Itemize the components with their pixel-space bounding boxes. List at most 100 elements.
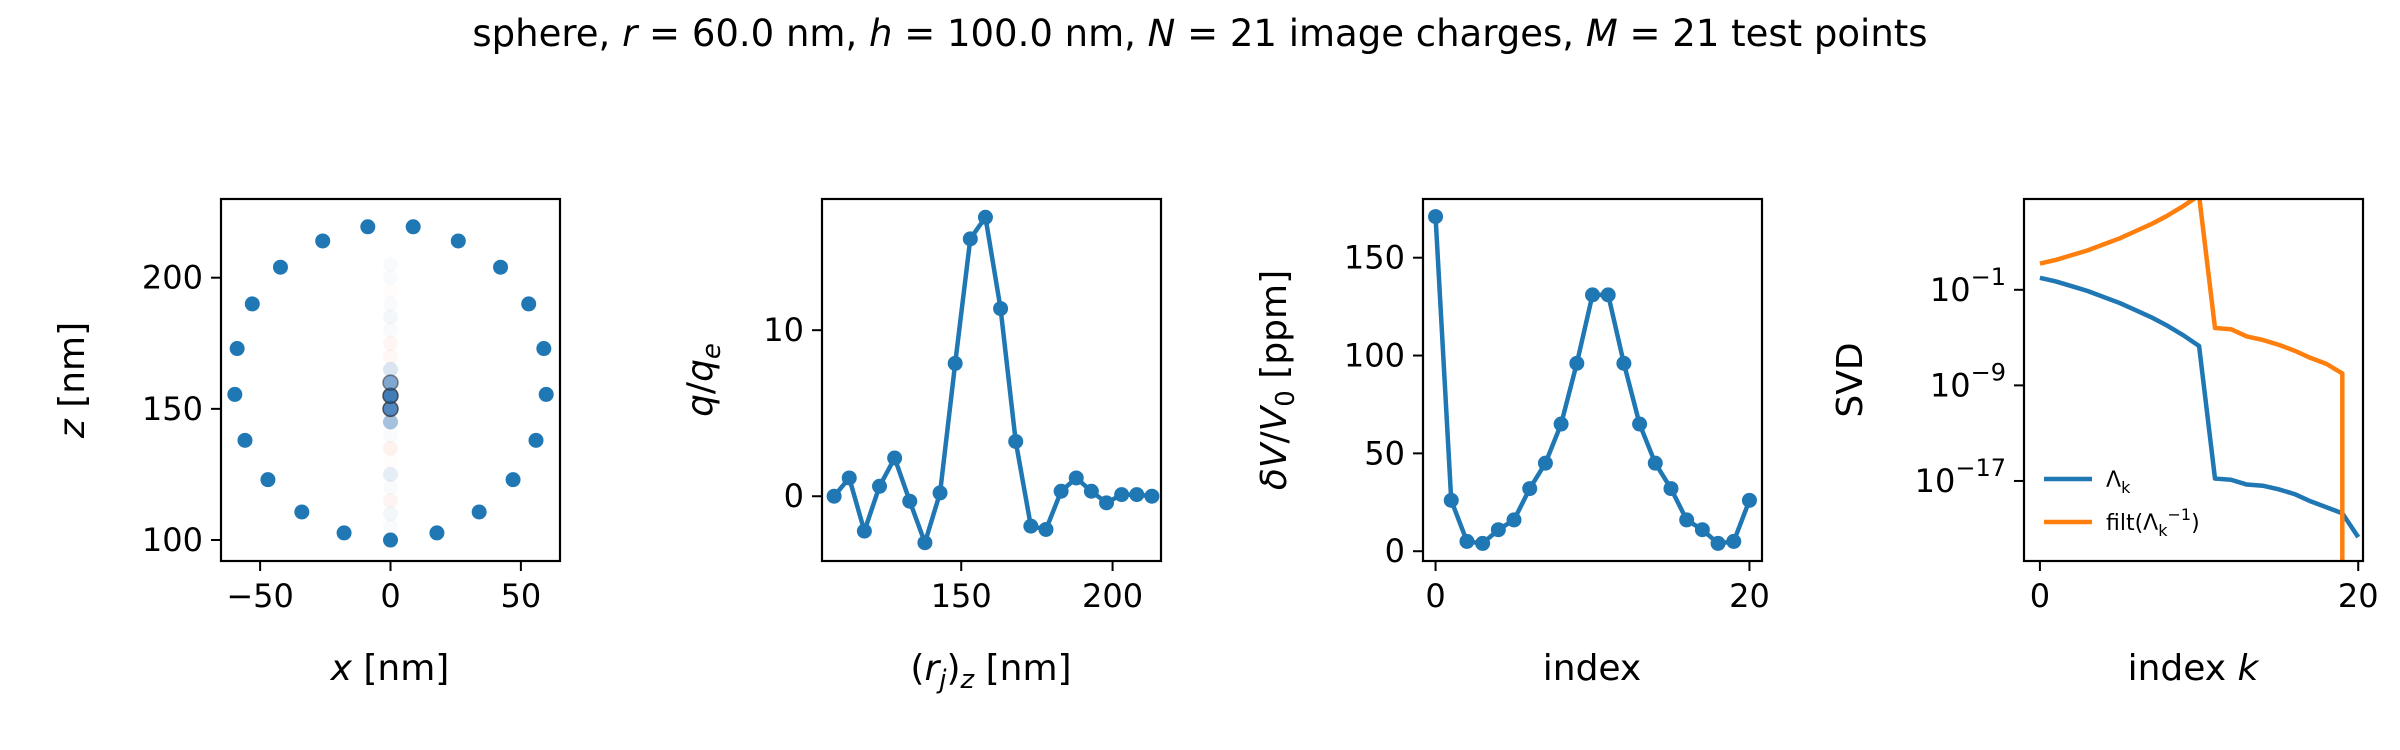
data-point bbox=[947, 355, 963, 371]
legend-label-filt: filt(Λk−1) bbox=[2106, 505, 2200, 540]
test-point bbox=[505, 472, 521, 488]
plot-frame bbox=[1421, 197, 1764, 563]
title-part: = 60.0 nm, bbox=[637, 12, 869, 55]
test-point bbox=[450, 233, 466, 249]
image-charge-point bbox=[383, 309, 398, 325]
ylabel-z-rest: [nm] bbox=[52, 322, 93, 419]
test-point bbox=[229, 341, 245, 357]
data-point bbox=[1553, 416, 1569, 432]
data-point bbox=[977, 209, 993, 225]
title-part: = 21 test points bbox=[1618, 12, 1928, 55]
ylabel-z: z [nm] bbox=[52, 322, 93, 439]
x-tick-label: 0 bbox=[2030, 577, 2050, 615]
y-tick-label: 0 bbox=[1385, 532, 1405, 570]
plot-area bbox=[826, 209, 1160, 551]
data-point bbox=[1710, 535, 1726, 551]
data-point bbox=[1679, 512, 1695, 528]
data-point bbox=[1428, 209, 1444, 225]
image-charge-point bbox=[383, 296, 398, 311]
title-part: r bbox=[622, 12, 640, 55]
ylabel-q: q/qe bbox=[680, 343, 727, 417]
image-charge-point bbox=[383, 480, 398, 495]
title-part: M bbox=[1586, 12, 1618, 55]
y-tick-exponent: −1 bbox=[1971, 263, 2006, 291]
y-tick-base: 10 bbox=[1930, 366, 1971, 404]
data-point bbox=[932, 485, 948, 501]
data-point bbox=[1506, 512, 1522, 528]
data-point bbox=[1616, 355, 1632, 371]
data-point bbox=[1600, 287, 1616, 303]
image-charge-point bbox=[383, 454, 398, 469]
test-point bbox=[237, 432, 253, 448]
data-point bbox=[1585, 287, 1600, 303]
title-part: = 100.0 nm, bbox=[892, 12, 1147, 55]
panel-svd: SVD index k Λk filt(Λk−1) 0 2010−110−910−… bbox=[1830, 197, 2379, 689]
x-tick-label: −50 bbox=[226, 577, 294, 615]
test-point bbox=[429, 525, 445, 541]
xlabel-rjz: (rj)z [nm] bbox=[910, 648, 1071, 695]
y-tick-label: 10−9 bbox=[1930, 358, 2006, 404]
test-point bbox=[536, 341, 552, 357]
y-tick-label: 100 bbox=[142, 521, 203, 559]
test-point bbox=[272, 259, 288, 275]
title-part: = 21 image charges, bbox=[1175, 12, 1585, 55]
data-point bbox=[1459, 533, 1475, 549]
data-point bbox=[1038, 521, 1054, 537]
image-charge-point bbox=[383, 506, 398, 522]
data-point bbox=[841, 470, 857, 486]
data-point bbox=[1144, 488, 1160, 504]
x-tick-label: 150 bbox=[931, 577, 992, 615]
series-line bbox=[1433, 216, 1752, 546]
data-point bbox=[1632, 416, 1648, 432]
x-tick-label: 200 bbox=[1082, 577, 1143, 615]
plot-area bbox=[1428, 209, 1757, 551]
image-charge-point bbox=[383, 323, 398, 338]
test-point bbox=[315, 233, 331, 249]
data-point bbox=[1475, 535, 1491, 551]
test-point bbox=[360, 219, 376, 235]
image-charge-point bbox=[383, 348, 398, 364]
ylabel-dv: δV/V0 [ppm] bbox=[1254, 270, 1301, 490]
title-part: sphere, bbox=[472, 12, 622, 55]
data-point bbox=[1083, 483, 1099, 499]
test-point bbox=[521, 296, 537, 312]
ylabel-svd: SVD bbox=[1830, 342, 1871, 417]
y-tick-label: 150 bbox=[1344, 239, 1405, 277]
test-point bbox=[538, 386, 554, 402]
panel-geometry: z [nm] x [nm] −50 0 50 100 150 200 bbox=[52, 197, 562, 689]
data-point bbox=[1053, 483, 1069, 499]
series-line bbox=[832, 215, 1153, 545]
image-charge-point bbox=[383, 335, 398, 351]
data-point bbox=[1443, 492, 1459, 508]
y-tick-label: 10−17 bbox=[1915, 454, 2006, 500]
test-point bbox=[383, 532, 398, 548]
y-tick-label: 10 bbox=[763, 311, 804, 349]
y-tick-label: 200 bbox=[142, 259, 203, 297]
image-charge-point bbox=[383, 519, 398, 534]
y-tick-base: 10 bbox=[1930, 271, 1971, 309]
legend-label-lambda: Λk bbox=[2106, 468, 2131, 497]
y-tick-exponent: −17 bbox=[1955, 454, 2006, 482]
image-charge-point bbox=[382, 374, 399, 391]
image-charge-point bbox=[383, 466, 398, 482]
image-charge-point bbox=[383, 440, 398, 456]
x-tick-label: 20 bbox=[2338, 577, 2379, 615]
data-point bbox=[1522, 481, 1538, 497]
test-point bbox=[528, 432, 544, 448]
data-point bbox=[1537, 455, 1553, 471]
image-charge-point bbox=[383, 283, 398, 298]
y-tick-label: 0 bbox=[784, 477, 804, 515]
data-point bbox=[1663, 481, 1679, 497]
plot-frame bbox=[820, 197, 1163, 563]
y-tick-base: 10 bbox=[1915, 462, 1956, 500]
xlabel-index: index bbox=[1543, 648, 1642, 689]
data-point bbox=[1129, 487, 1145, 503]
data-point bbox=[887, 450, 903, 466]
data-point bbox=[902, 493, 918, 509]
x-tick-label: 0 bbox=[1425, 577, 1445, 615]
data-point bbox=[993, 301, 1009, 317]
y-tick-label: 50 bbox=[1364, 434, 1405, 472]
data-point bbox=[1726, 533, 1742, 549]
x-tick-label: 50 bbox=[501, 577, 542, 615]
